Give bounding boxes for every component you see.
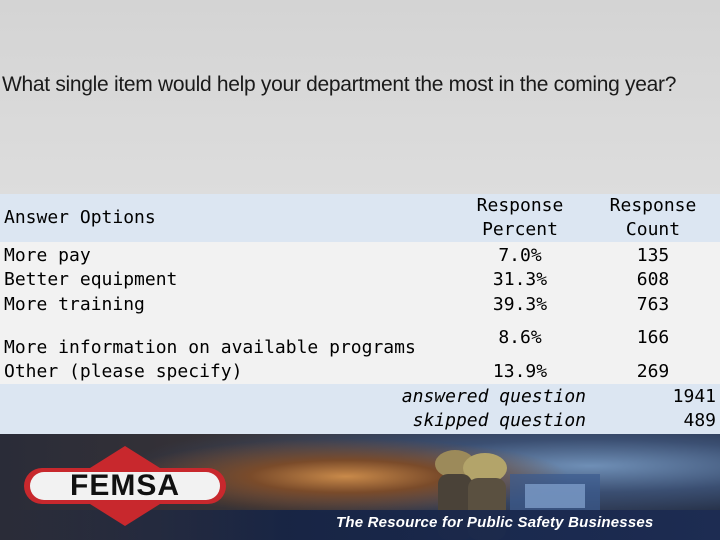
row-count-more-information: 166 <box>636 327 670 348</box>
row-percent-more-training: 39.3% <box>492 294 548 315</box>
row-count-other: 269 <box>636 361 670 382</box>
row-count-more-training: 763 <box>636 294 670 315</box>
results-table: Answer Options Response Percent Response… <box>0 194 720 434</box>
row-option-better-equipment: Better equipment <box>4 269 178 290</box>
femsa-logo: FEMSA <box>20 444 230 528</box>
row-percent-more-information: 8.6% <box>498 327 542 348</box>
row-percent-other: 13.9% <box>492 361 548 382</box>
header-answer-options: Answer Options <box>4 207 156 228</box>
row-option-more-training: More training <box>4 294 145 315</box>
table-body-band <box>0 242 720 384</box>
femsa-logo-emblem <box>24 446 226 526</box>
table-header-band <box>0 194 720 242</box>
row-option-other: Other (please specify) <box>4 361 243 382</box>
skipped-question-value: 489 <box>683 410 716 431</box>
skipped-question-label: skipped question <box>412 410 586 431</box>
footer-banner: The Resource for Public Safety Businesse… <box>0 434 720 540</box>
row-option-more-pay: More pay <box>4 245 91 266</box>
survey-question: What single item would help your departm… <box>2 73 677 96</box>
table-summary-band <box>0 384 720 434</box>
answered-question-label: answered question <box>401 386 586 407</box>
tagline-text: The Resource for Public Safety Businesse… <box>336 514 654 531</box>
row-percent-better-equipment: 31.3% <box>492 269 548 290</box>
answered-question-value: 1941 <box>672 386 716 407</box>
logo-wordmark: FEMSA <box>70 469 180 502</box>
row-count-more-pay: 135 <box>636 245 670 266</box>
row-count-better-equipment: 608 <box>636 269 670 290</box>
row-percent-more-pay: 7.0% <box>498 245 542 266</box>
row-option-more-information: More information on available programs <box>4 337 416 358</box>
header-response-percent: Response Percent <box>476 195 564 240</box>
header-response-count: Response Count <box>609 195 697 240</box>
